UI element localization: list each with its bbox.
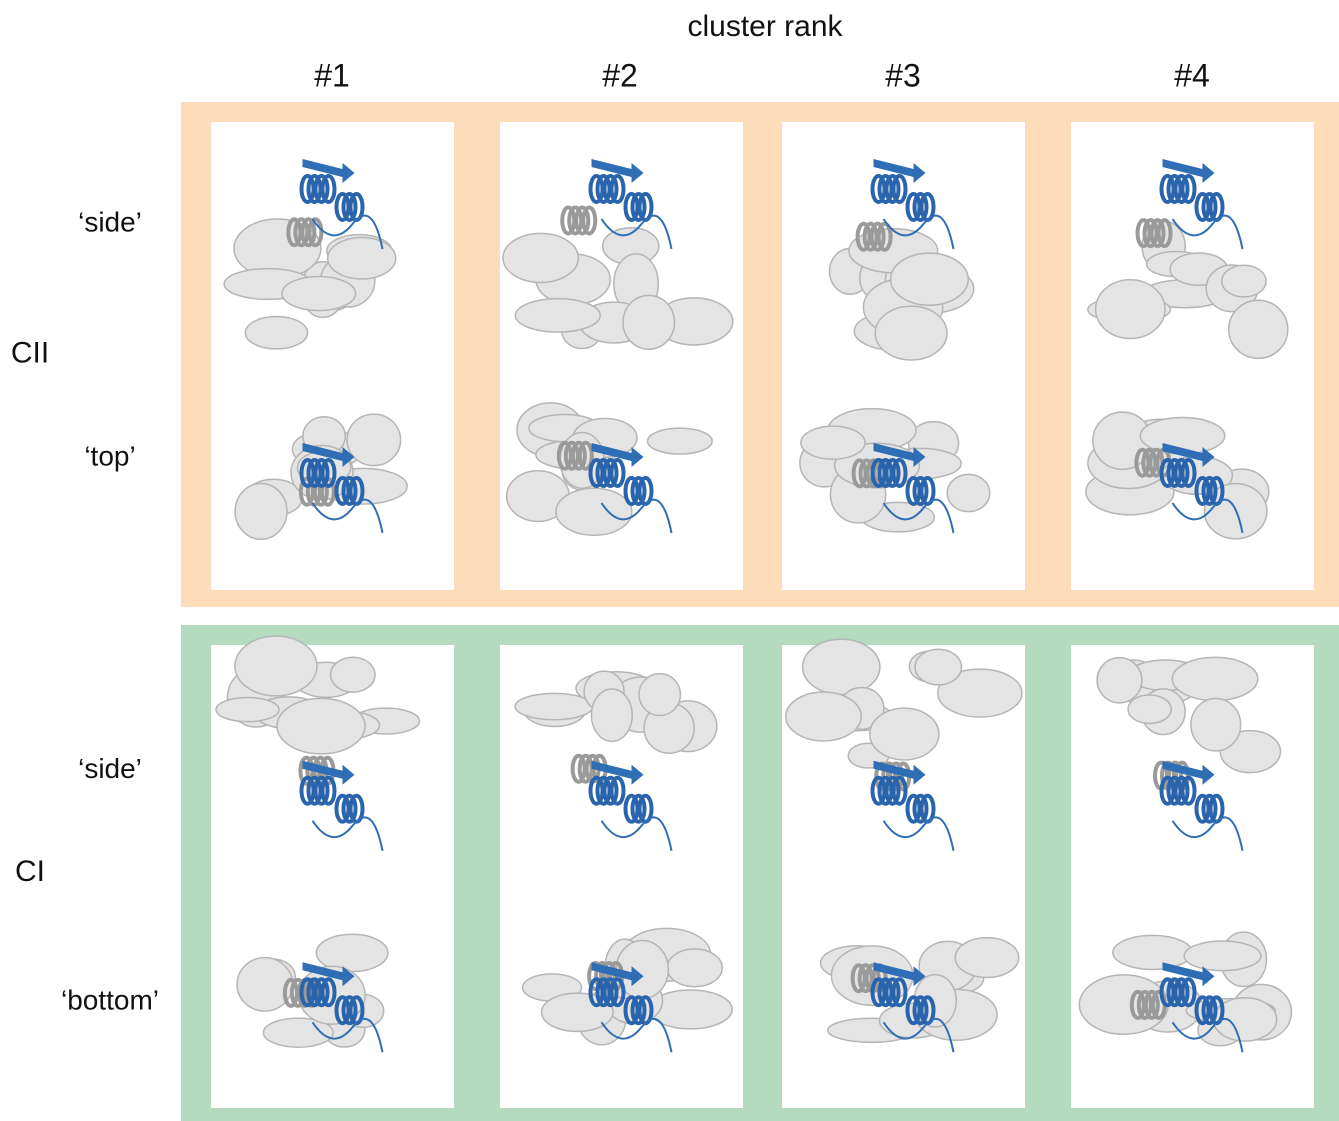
grey-domain — [875, 306, 947, 360]
figure: cluster rank #1 #2 #3 #4 CII ‘side’ ‘top’ CI ‘si… — [0, 0, 1339, 1121]
grey-domain — [1222, 265, 1266, 297]
grey-domain — [235, 483, 287, 539]
grey-domain — [667, 949, 722, 987]
view-label: ‘top’ — [84, 440, 135, 471]
grey-domain — [947, 474, 990, 511]
column-label: #2 — [602, 57, 638, 93]
grey-domain — [1184, 941, 1261, 971]
grey-domain — [786, 692, 861, 741]
column-label: #4 — [1174, 57, 1210, 93]
grey-domain — [915, 649, 961, 685]
grey-domain — [1096, 280, 1165, 339]
grey-domain — [277, 698, 365, 753]
grey-domain — [245, 317, 307, 349]
grey-domain — [515, 299, 600, 333]
grey-domain — [1128, 695, 1171, 723]
grey-domain — [331, 657, 375, 692]
grey-domain — [955, 938, 1018, 978]
grey-domain — [216, 698, 279, 722]
grey-domain — [1229, 300, 1288, 358]
view-label: ‘side’ — [78, 206, 142, 237]
grey-domain — [503, 233, 578, 282]
grey-domain — [1079, 975, 1168, 1034]
grey-domain — [891, 253, 969, 305]
grey-domain — [556, 488, 632, 535]
grey-domain — [1113, 935, 1192, 969]
grey-domain — [1191, 698, 1241, 750]
grey-domain — [235, 636, 317, 696]
grey-domain — [1097, 658, 1142, 703]
panel-label: CII — [11, 336, 49, 369]
grey-domain — [515, 693, 593, 719]
grey-domain — [347, 414, 401, 466]
grey-domain — [639, 674, 680, 716]
column-label: #1 — [314, 57, 350, 93]
grey-domain — [803, 639, 880, 694]
grey-domain — [647, 428, 712, 454]
grey-domain — [623, 295, 674, 349]
grey-domain — [870, 708, 939, 760]
grey-domain — [328, 237, 396, 279]
panel-label: CI — [15, 855, 45, 888]
grey-domain — [282, 276, 356, 310]
view-label: ‘side’ — [78, 753, 142, 784]
column-label: #3 — [885, 57, 921, 93]
figure-title: cluster rank — [687, 10, 843, 43]
grey-domain — [801, 426, 865, 459]
grey-domain — [1172, 657, 1257, 700]
grey-domain — [591, 689, 632, 741]
view-label: ‘bottom’ — [61, 985, 159, 1016]
